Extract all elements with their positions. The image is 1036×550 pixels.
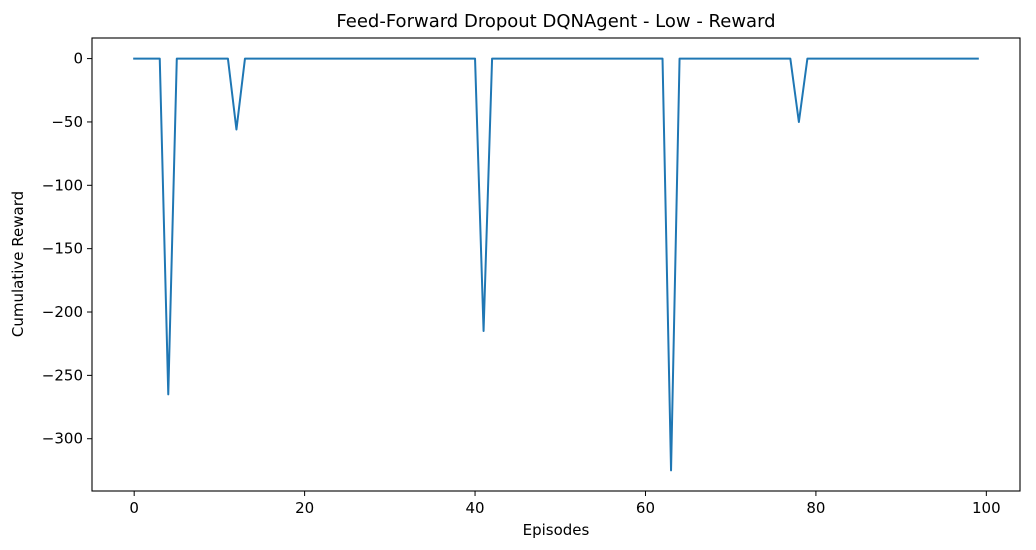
y-tick-label: −100 (42, 176, 83, 194)
x-tick-label: 40 (465, 499, 484, 517)
y-axis-label: Cumulative Reward (9, 191, 27, 337)
x-tick-label: 20 (295, 499, 314, 517)
x-axis-label: Episodes (523, 521, 590, 539)
y-tick-label: −150 (42, 240, 83, 258)
x-tick-label: 100 (972, 499, 1001, 517)
plot-frame (91, 37, 1021, 492)
x-tick-label: 60 (636, 499, 655, 517)
y-tick-label: −250 (42, 366, 83, 384)
x-tick-label: 0 (129, 499, 139, 517)
x-tick-label: 80 (806, 499, 825, 517)
y-tick-label: −300 (42, 430, 83, 448)
series-line (133, 57, 979, 472)
y-tick-label: −200 (42, 303, 83, 321)
plot-area: 0 20 40 60 80 100 0 −50 −100 −150 −200 −250 −300 (42, 50, 1001, 517)
chart-title: Feed-Forward Dropout DQNAgent - Low - Re… (336, 11, 775, 32)
y-tick-label: −50 (51, 113, 83, 131)
y-tick-label: 0 (73, 50, 83, 68)
